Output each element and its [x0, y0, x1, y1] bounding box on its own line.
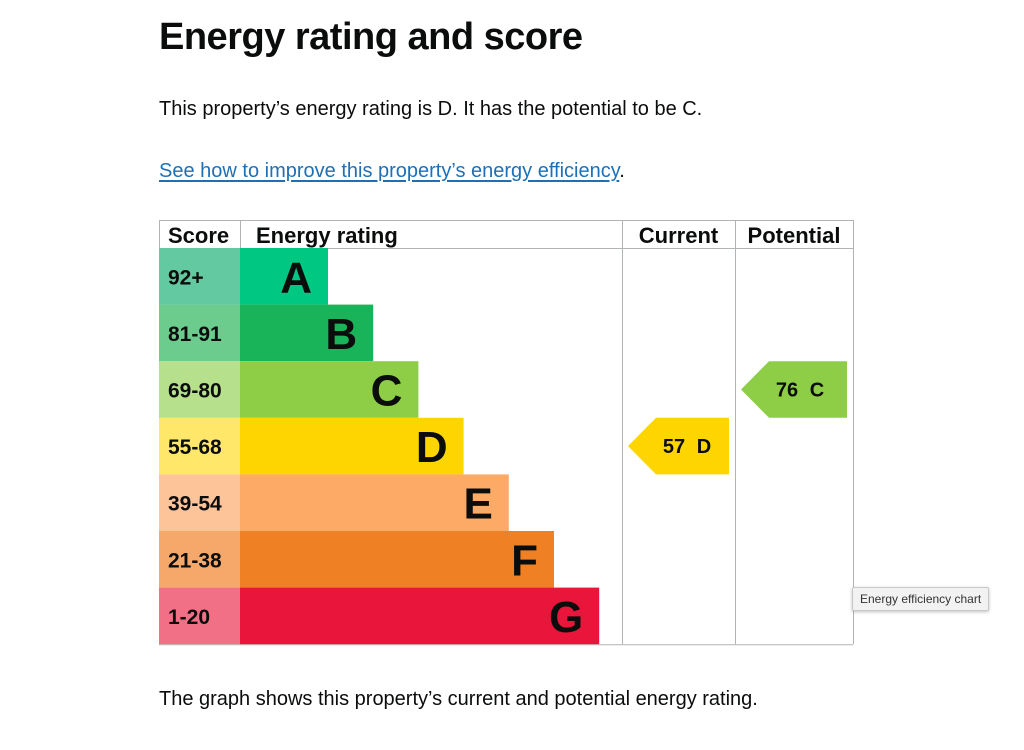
score-label-a: 92+ [168, 266, 204, 289]
current-arrow [628, 417, 729, 475]
current-score: 57 [663, 436, 685, 458]
rating-bar-b [240, 304, 374, 362]
score-cell-g [159, 587, 240, 645]
header-energy-rating: Energy rating [256, 223, 398, 248]
header-potential: Potential [748, 223, 841, 248]
page-title: Energy rating and score [159, 16, 583, 58]
rating-bar-c [240, 361, 419, 418]
rating-letter-f: F [511, 536, 538, 585]
potential-score: 76 [776, 380, 798, 402]
rating-letter-d: D [416, 423, 448, 472]
improve-energy-link[interactable]: See how to improve this property’s energ… [159, 160, 620, 182]
score-label-g: 1-20 [168, 606, 210, 629]
score-label-d: 55-68 [168, 436, 222, 459]
score-cell-f [159, 531, 240, 588]
score-label-f: 21-38 [168, 549, 222, 572]
rating-letter-e: E [463, 480, 492, 529]
current-rating: D [697, 436, 711, 458]
score-cell-a [159, 248, 240, 305]
rating-bar-a [240, 248, 328, 305]
rating-letter-g: G [549, 593, 583, 642]
rating-letter-b: B [325, 310, 357, 359]
score-cell-e [159, 474, 240, 531]
improve-paragraph: See how to improve this property’s energ… [159, 160, 625, 183]
chart-caption: The graph shows this property’s current … [159, 688, 758, 710]
score-cell-b [159, 304, 240, 362]
rating-summary: This property’s energy rating is D. It h… [159, 98, 703, 120]
score-label-e: 39-54 [168, 493, 222, 516]
rating-bar-f [240, 531, 554, 588]
rating-letter-a: A [280, 253, 312, 302]
score-cell-d [159, 417, 240, 475]
chart-tooltip: Energy efficiency chart [852, 587, 990, 611]
rating-bar-e [240, 474, 509, 531]
potential-rating: C [810, 380, 824, 402]
header-score: Score [168, 223, 229, 248]
score-cell-c [159, 361, 240, 418]
improve-link-suffix: . [619, 160, 625, 182]
rating-bar-g [240, 587, 600, 645]
score-label-b: 81-91 [168, 323, 222, 346]
score-label-c: 69-80 [168, 380, 222, 403]
potential-arrow [741, 361, 847, 418]
rating-bar-d [240, 417, 464, 475]
rating-letter-c: C [371, 367, 403, 416]
header-current: Current [639, 223, 719, 248]
